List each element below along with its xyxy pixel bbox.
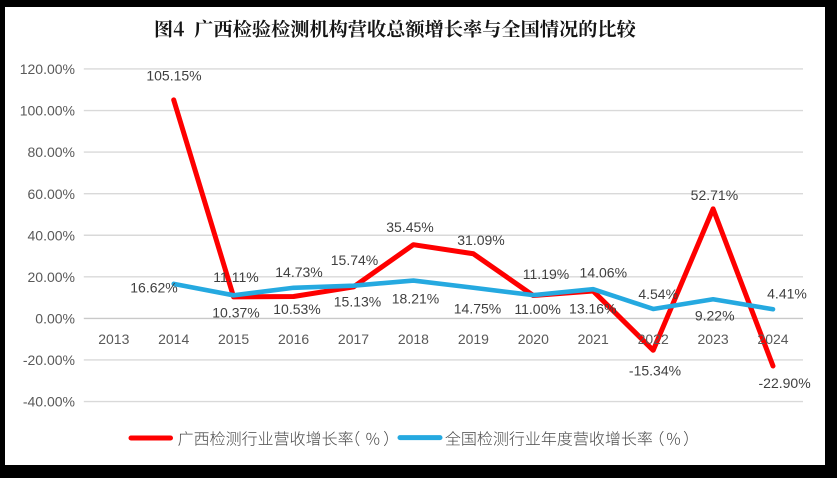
svg-text:2018: 2018: [398, 331, 429, 347]
svg-text:2024: 2024: [757, 331, 788, 347]
svg-text:4.54%: 4.54%: [638, 286, 678, 302]
svg-text:14.75%: 14.75%: [454, 301, 501, 317]
svg-text:120.00%: 120.00%: [20, 61, 75, 77]
svg-text:11.19%: 11.19%: [523, 266, 569, 282]
svg-text:31.09%: 31.09%: [457, 232, 504, 248]
svg-text:2016: 2016: [278, 331, 309, 347]
svg-text:18.21%: 18.21%: [392, 291, 439, 307]
svg-text:2023: 2023: [698, 331, 729, 347]
svg-text:15.74%: 15.74%: [331, 252, 378, 268]
svg-text:2017: 2017: [338, 331, 369, 347]
svg-text:100.00%: 100.00%: [20, 103, 75, 119]
svg-text:15.13%: 15.13%: [334, 294, 381, 310]
svg-text:4.41%: 4.41%: [767, 286, 807, 302]
svg-text:2013: 2013: [98, 331, 129, 347]
svg-text:-15.34%: -15.34%: [629, 362, 681, 378]
svg-text:-40.00%: -40.00%: [23, 394, 75, 410]
svg-text:11.00%: 11.00%: [514, 301, 560, 317]
svg-text:52.71%: 52.71%: [691, 187, 738, 203]
svg-text:10.37%: 10.37%: [212, 305, 259, 321]
svg-text:2020: 2020: [518, 331, 549, 347]
svg-text:2021: 2021: [578, 331, 609, 347]
svg-text:11.11%: 11.11%: [213, 269, 258, 285]
svg-text:14.73%: 14.73%: [275, 264, 322, 280]
svg-text:10.53%: 10.53%: [273, 301, 320, 317]
svg-text:20.00%: 20.00%: [28, 269, 75, 285]
svg-text:80.00%: 80.00%: [28, 144, 75, 160]
svg-text:13.16%: 13.16%: [569, 301, 616, 317]
svg-text:60.00%: 60.00%: [28, 186, 75, 202]
svg-text:105.15%: 105.15%: [146, 68, 201, 84]
svg-text:16.62%: 16.62%: [130, 280, 177, 296]
svg-text:2022: 2022: [638, 331, 669, 347]
svg-text:9.22%: 9.22%: [695, 308, 735, 324]
svg-text:-22.90%: -22.90%: [759, 375, 811, 391]
svg-text:2019: 2019: [458, 331, 489, 347]
svg-text:0.00%: 0.00%: [35, 311, 75, 327]
svg-text:-20.00%: -20.00%: [23, 352, 75, 368]
svg-text:2015: 2015: [218, 331, 249, 347]
svg-text:40.00%: 40.00%: [28, 227, 75, 243]
svg-text:14.06%: 14.06%: [580, 265, 627, 281]
svg-text:35.45%: 35.45%: [386, 219, 433, 235]
svg-text:2014: 2014: [158, 331, 189, 347]
